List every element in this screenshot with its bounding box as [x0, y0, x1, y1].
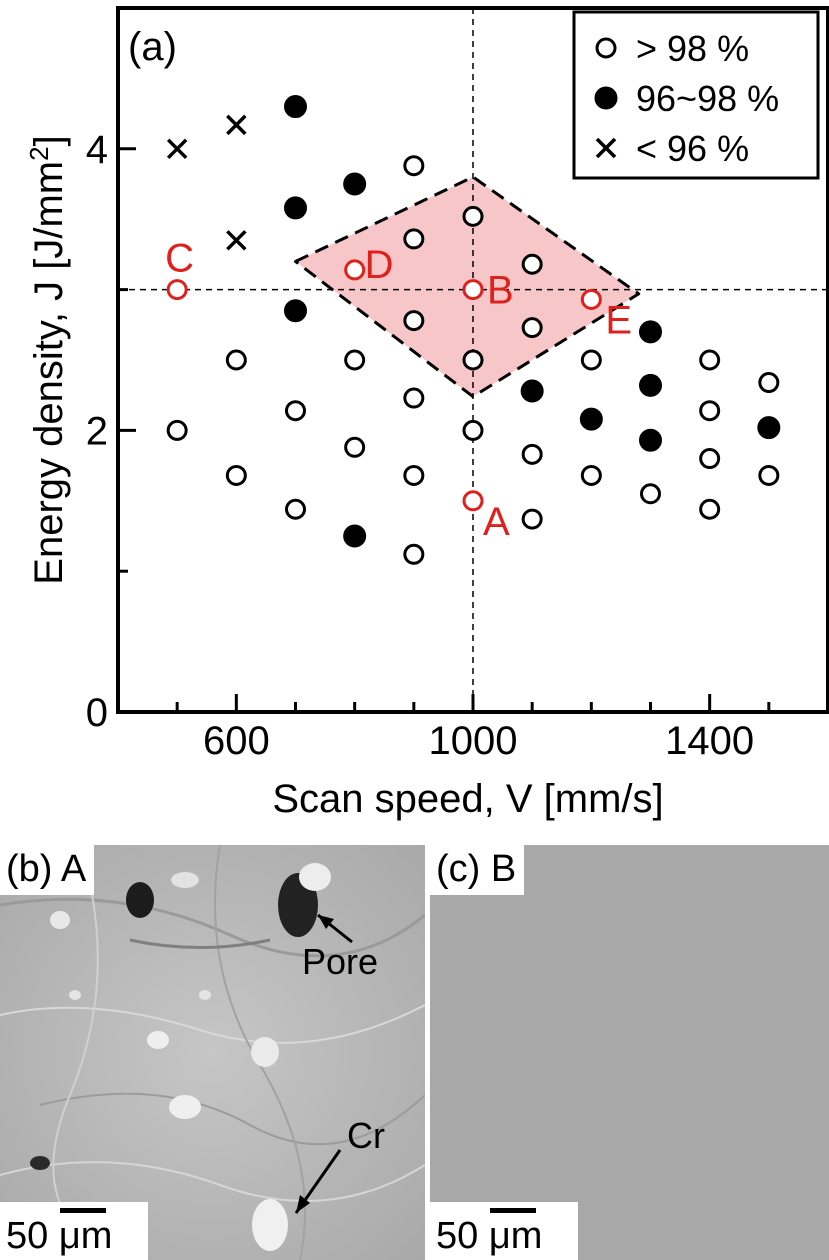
micrograph-a: (b) A Pore Cr 50 μm — [0, 845, 425, 1260]
data-point — [285, 400, 306, 422]
data-point — [699, 400, 721, 422]
data-point — [699, 498, 721, 520]
x-tick-label: 1000 — [429, 719, 518, 763]
panel-label-c: (c) B — [430, 845, 525, 895]
data-point — [521, 443, 543, 465]
point-label: A — [483, 500, 510, 544]
cross-stroke — [226, 230, 247, 251]
point-label: D — [365, 243, 394, 287]
data-point — [166, 419, 188, 441]
data-point — [226, 230, 247, 251]
pore-annotation: Pore — [302, 941, 379, 982]
data-point — [284, 299, 307, 323]
scatter-chart: 600 1000 1400 0 2 4 A B C D E > 98 % 96~98 % < 96 %… — [24, 6, 829, 821]
panel-label-b: (b) A — [0, 845, 95, 895]
data-point — [639, 320, 662, 344]
pore-icon — [30, 1156, 50, 1170]
data-point — [580, 464, 602, 486]
data-point — [343, 172, 367, 196]
labeled-point — [344, 259, 366, 281]
scale-bar-text: 50 μm — [6, 1215, 113, 1257]
legend-marker — [595, 137, 617, 159]
cr-particle-icon — [252, 1199, 288, 1251]
data-point — [699, 349, 721, 371]
scale-bar-line — [490, 1208, 536, 1213]
data-point — [225, 464, 247, 486]
data-point — [639, 428, 662, 452]
legend-marker — [595, 37, 617, 59]
x-axis-label: Scan speed, V [mm/s] — [272, 777, 663, 821]
data-point — [580, 349, 602, 371]
y-tick-label: 4 — [86, 128, 108, 172]
y-axis-label-end: ] — [27, 135, 71, 146]
labeled-point — [580, 288, 602, 310]
data-point — [403, 464, 425, 486]
data-point — [284, 196, 307, 220]
y-tick-label: 0 — [86, 691, 108, 735]
labeled-point — [166, 279, 188, 301]
data-point — [757, 416, 781, 440]
scale-bar-line — [60, 1208, 106, 1213]
data-point — [699, 448, 721, 470]
data-point — [403, 228, 425, 250]
legend-entry: > 98 % — [636, 28, 749, 69]
data-point — [403, 387, 425, 409]
data-point — [520, 379, 544, 403]
y-axis-label: Energy density, J [J/mm2] — [24, 135, 71, 584]
data-point — [462, 419, 484, 441]
y-tick-label: 2 — [86, 409, 108, 453]
point-label: C — [165, 237, 194, 281]
point-label: B — [487, 269, 514, 313]
x-tick-label: 1400 — [665, 719, 754, 763]
scale-bar-b: 50 μm — [0, 1202, 148, 1260]
data-point — [403, 310, 425, 332]
data-point — [521, 253, 543, 275]
data-point — [462, 349, 484, 371]
scale-bar-text: 50 μm — [436, 1215, 543, 1257]
data-point — [579, 407, 603, 431]
data-point — [225, 349, 247, 371]
data-point — [758, 464, 780, 486]
cr-annotation: Cr — [347, 1115, 385, 1156]
data-point — [521, 508, 543, 530]
cross-stroke — [595, 137, 617, 159]
legend-marker — [594, 86, 618, 110]
data-point — [285, 498, 306, 520]
data-point — [343, 524, 367, 548]
data-point — [284, 95, 307, 119]
pore-icon — [126, 882, 154, 918]
data-point — [166, 138, 188, 160]
data-point — [639, 373, 662, 397]
x-tick-label: 600 — [203, 719, 270, 763]
data-point — [462, 205, 484, 227]
data-point — [758, 372, 780, 394]
y-axis-label-sup: 2 — [24, 146, 54, 160]
micrograph-a-texture — [0, 845, 425, 1260]
legend-entry: < 96 % — [636, 128, 749, 169]
data-point — [403, 155, 425, 177]
data-point — [226, 114, 247, 136]
cross-stroke — [166, 138, 188, 160]
labeled-point — [462, 490, 484, 512]
micrograph-b: (c) B 50 μm — [430, 845, 829, 1260]
data-point — [521, 317, 543, 339]
panel-label-a: (a) — [128, 25, 177, 69]
data-point — [344, 349, 366, 371]
point-label: E — [605, 298, 632, 342]
data-point — [344, 436, 366, 458]
data-point — [640, 483, 661, 505]
scale-bar-c: 50 μm — [430, 1202, 578, 1260]
labeled-point — [462, 279, 484, 301]
legend-entry: 96~98 % — [636, 78, 779, 119]
cross-stroke — [226, 114, 247, 136]
data-point — [403, 543, 425, 565]
y-axis-label-main: Energy density, J [J/mm — [27, 161, 71, 585]
